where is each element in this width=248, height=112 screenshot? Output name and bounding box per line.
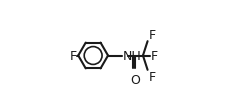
Text: O: O: [130, 73, 140, 86]
Text: F: F: [69, 50, 77, 62]
Text: F: F: [148, 28, 155, 41]
Text: F: F: [150, 50, 157, 62]
Text: NH: NH: [123, 50, 142, 62]
Text: F: F: [148, 71, 155, 84]
